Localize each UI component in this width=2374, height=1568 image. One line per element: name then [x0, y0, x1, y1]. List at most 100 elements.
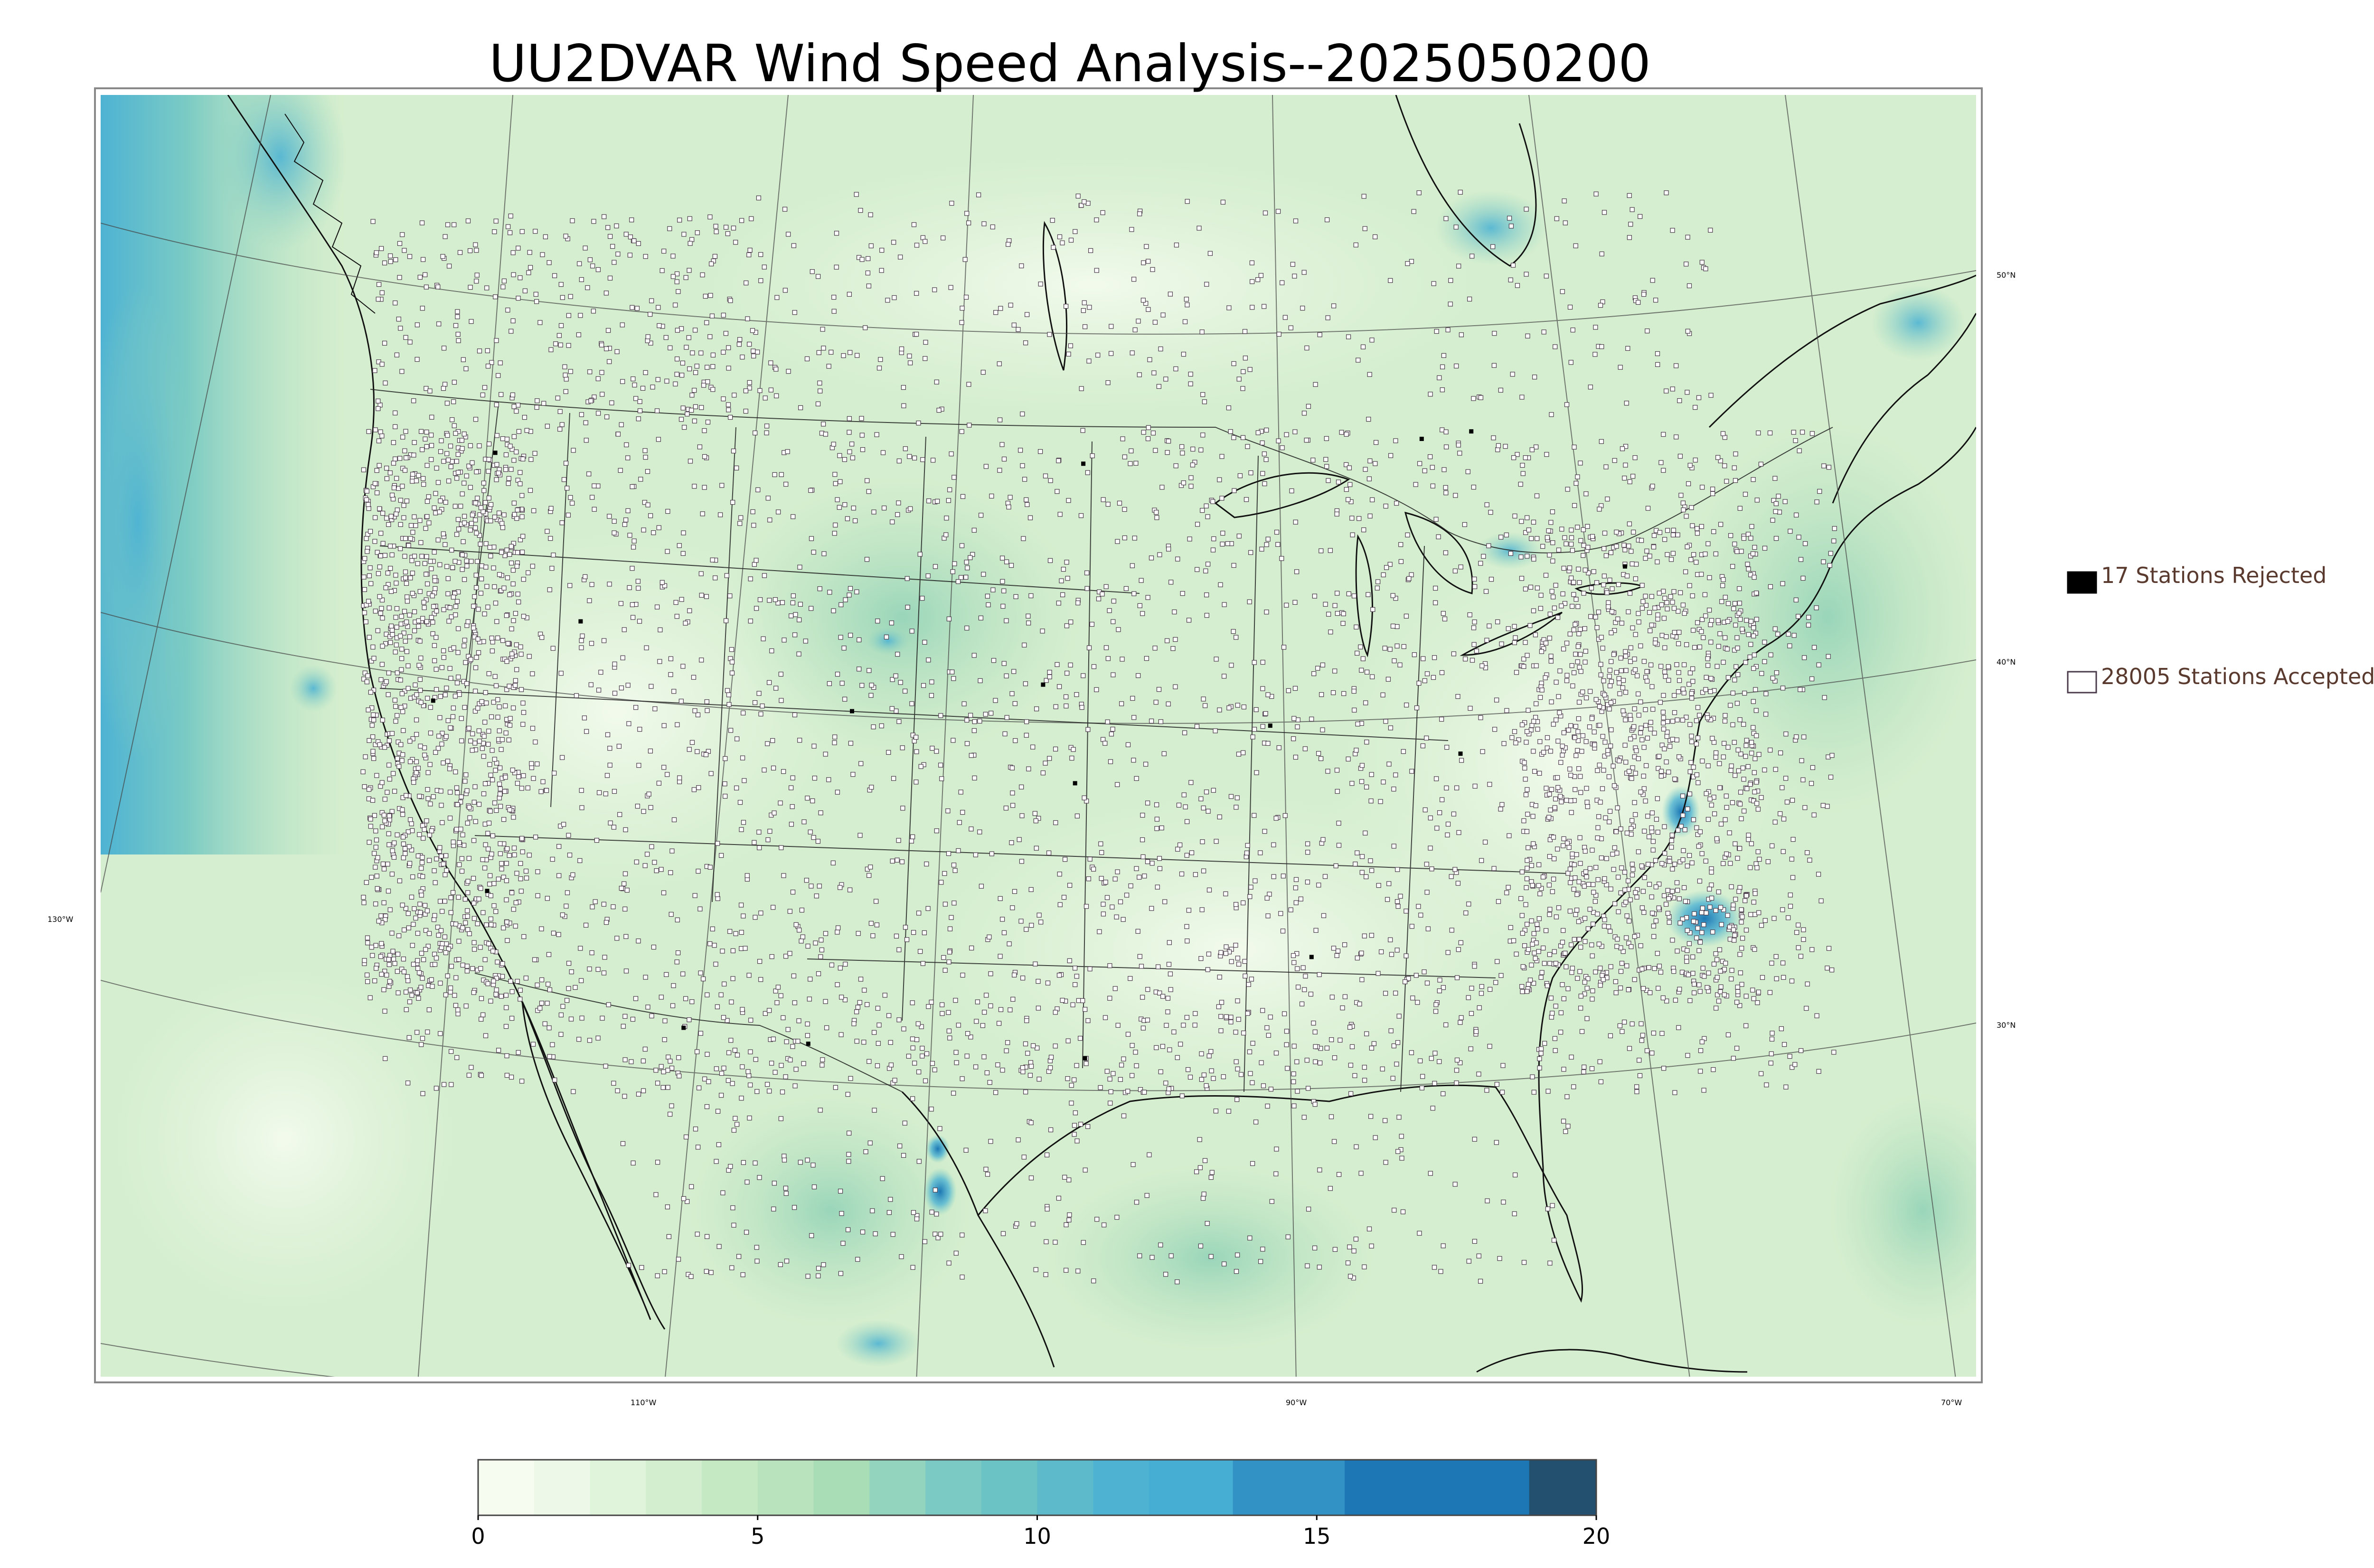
station-marker [1149, 861, 1155, 866]
station-marker [374, 873, 379, 879]
station-marker [1603, 553, 1609, 558]
station-marker [1634, 562, 1639, 567]
station-marker [1293, 218, 1299, 224]
station-marker [1732, 541, 1737, 547]
station-marker [1590, 847, 1595, 853]
station-marker [1801, 927, 1806, 932]
station-marker [1580, 689, 1585, 695]
station-marker [1590, 996, 1595, 1002]
station-marker [506, 481, 511, 486]
station-marker [1672, 1090, 1677, 1095]
station-marker [727, 929, 733, 934]
station-marker [749, 216, 754, 221]
station-marker [1173, 684, 1178, 689]
station-marker [1279, 556, 1284, 561]
station-marker [1718, 984, 1724, 989]
station-marker [694, 1049, 700, 1054]
station-marker [695, 749, 700, 754]
station-marker [384, 476, 390, 481]
station-marker [1019, 784, 1024, 789]
station-marker [1433, 585, 1438, 591]
station-marker [1519, 984, 1525, 989]
station-marker [1633, 812, 1638, 817]
station-marker [1620, 446, 1625, 451]
station-marker [645, 338, 650, 343]
station-marker [1188, 381, 1193, 386]
station-marker [1142, 873, 1147, 879]
station-marker [1675, 717, 1680, 723]
station-marker [498, 786, 503, 791]
station-marker [367, 635, 372, 640]
station-marker [1794, 512, 1799, 518]
station-marker [700, 272, 705, 278]
station-marker [1199, 1051, 1204, 1056]
station-marker [751, 348, 756, 354]
station-marker [1569, 810, 1574, 815]
station-marker [821, 551, 827, 556]
station-marker [566, 833, 571, 838]
station-marker [1713, 951, 1718, 957]
station-marker [1651, 934, 1657, 939]
station-marker [1281, 873, 1286, 879]
station-marker [1526, 707, 1531, 713]
station-marker [798, 405, 803, 411]
station-marker [947, 949, 952, 955]
station-marker [789, 613, 794, 619]
station-marker [1737, 952, 1743, 957]
station-marker [400, 232, 405, 237]
station-marker [1514, 670, 1519, 675]
station-marker [1653, 298, 1658, 303]
station-marker [958, 575, 964, 580]
station-marker [1394, 1061, 1399, 1067]
station-marker [751, 523, 756, 528]
station-marker [981, 572, 986, 577]
station-marker [499, 861, 504, 866]
station-marker [1351, 593, 1357, 599]
station-marker [1589, 585, 1594, 591]
station-marker [1302, 746, 1308, 751]
station-marker [901, 385, 906, 390]
station-marker [568, 369, 573, 374]
station-marker [830, 860, 836, 865]
station-marker [1564, 640, 1570, 646]
station-marker [395, 951, 401, 957]
station-marker [773, 988, 778, 994]
station-marker [1550, 889, 1555, 894]
station-marker [959, 320, 964, 325]
station-marker [460, 925, 465, 930]
station-marker [459, 438, 465, 443]
station-marker [957, 820, 962, 825]
station-marker [362, 610, 367, 615]
station-marker [1740, 936, 1745, 941]
station-marker [473, 819, 478, 824]
station-marker [563, 460, 569, 466]
station-marker [1468, 705, 1473, 711]
station-marker [464, 681, 470, 686]
station-marker [1023, 681, 1028, 686]
station-marker [1716, 644, 1721, 649]
station-marker [453, 921, 459, 927]
station-marker [509, 560, 514, 566]
station-marker [387, 544, 393, 549]
station-marker [493, 683, 499, 688]
station-marker [1395, 867, 1400, 872]
station-marker [1120, 657, 1125, 662]
station-marker [886, 750, 891, 755]
station-marker [1264, 542, 1269, 547]
station-marker [1700, 966, 1705, 971]
station-marker [1118, 1077, 1123, 1082]
station-marker [792, 632, 798, 638]
station-marker [376, 438, 382, 443]
station-marker [382, 260, 387, 266]
station-marker [565, 486, 570, 491]
station-marker [413, 682, 418, 688]
station-marker [607, 275, 613, 281]
station-marker [1675, 948, 1680, 954]
station-marker [1627, 1046, 1632, 1051]
station-marker [378, 913, 384, 919]
station-marker [1085, 201, 1091, 206]
station-marker [395, 832, 400, 837]
station-marker [622, 627, 627, 632]
station-marker [380, 615, 385, 621]
station-marker [1206, 1053, 1212, 1059]
